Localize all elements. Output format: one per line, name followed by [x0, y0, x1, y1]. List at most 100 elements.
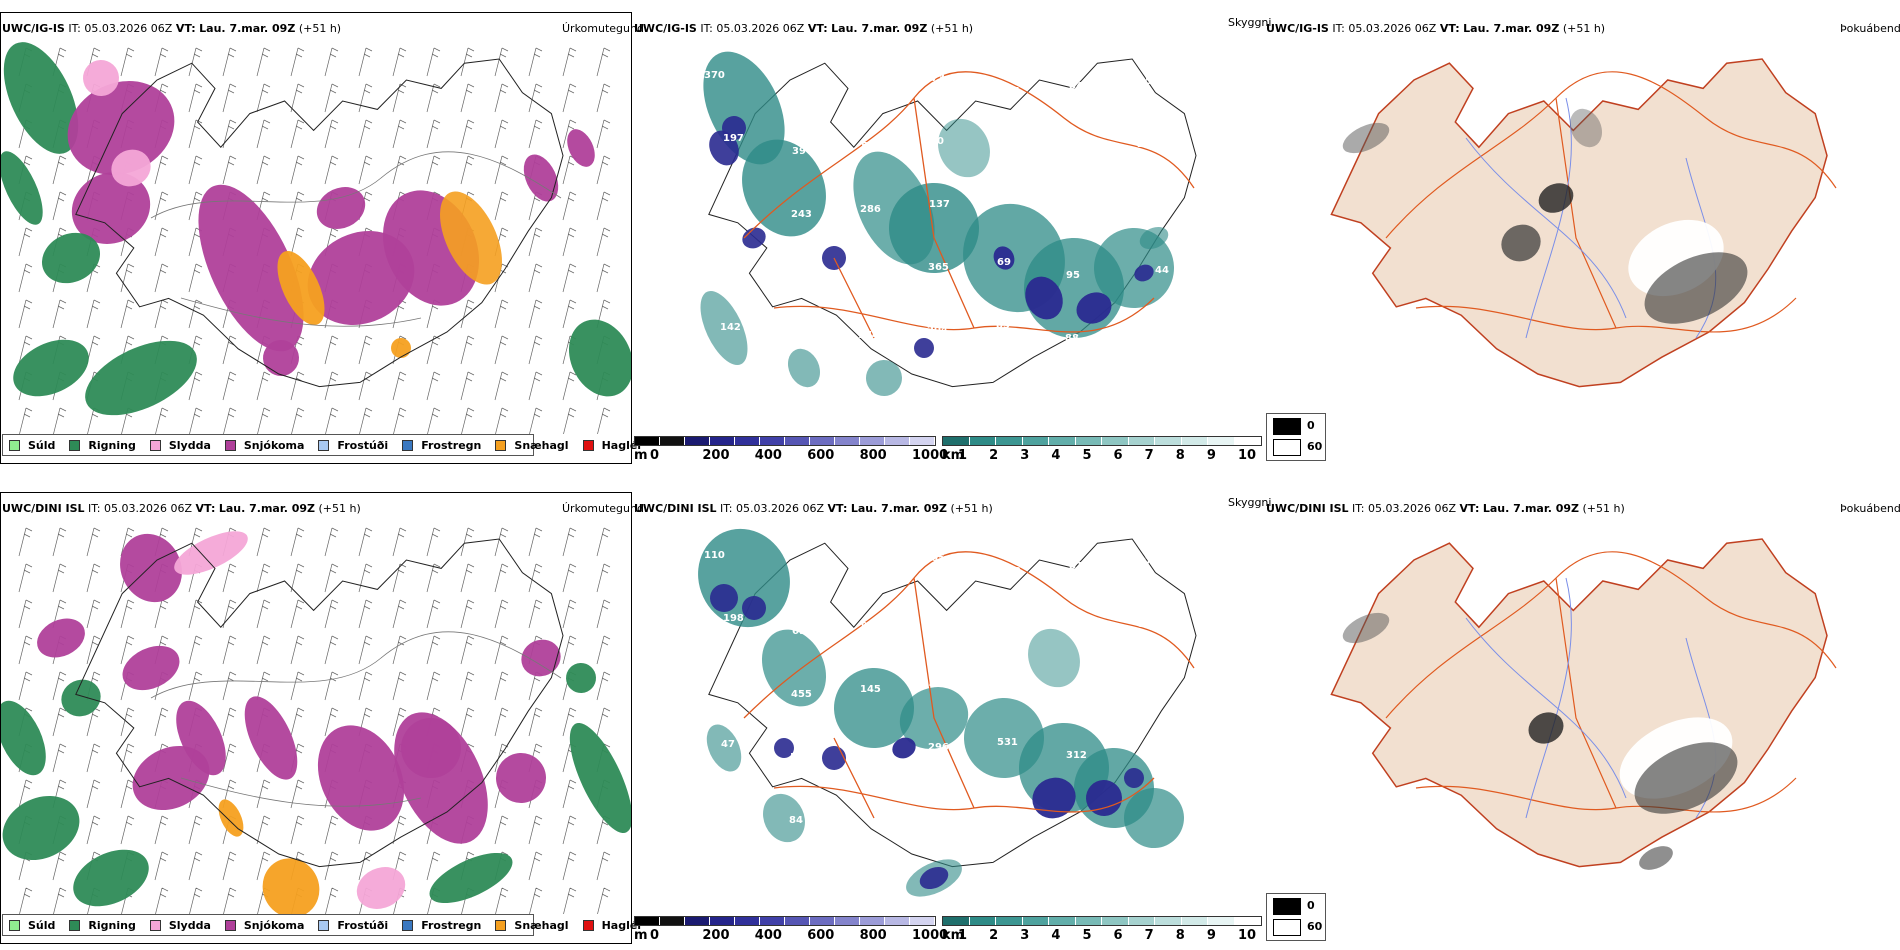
precip-area: [71, 172, 151, 244]
legend-item: Haglél: [582, 438, 642, 452]
cloud-base-label: 95: [1066, 270, 1080, 281]
cloud-field: [1032, 777, 1076, 819]
legend-swatch: [224, 919, 236, 931]
legend-swatch: [402, 919, 414, 931]
colorbar-tick: 5: [1082, 928, 1092, 943]
it-value: 05.03.2026 06Z: [736, 502, 825, 515]
precip-area: [41, 232, 101, 284]
legend-item: Súld: [9, 439, 55, 452]
legend-item: Snæhagl: [495, 919, 569, 932]
cloud-base-label: 90: [930, 136, 944, 147]
cloud-base-label: 242: [1136, 202, 1157, 213]
legend-label: Rigning: [88, 918, 136, 932]
cloud-base-label: 65: [931, 553, 945, 564]
it-label: IT:: [1332, 22, 1345, 35]
cloud-field: [742, 596, 766, 620]
it-label: IT:: [68, 22, 81, 35]
cloud-visibility-map-bottom: 110 216 129 65 113 81 177 198 69 90 99 118 222 68 166 4…: [698, 528, 1197, 897]
precip-area: [13, 339, 89, 397]
legend-swatch: [495, 439, 507, 451]
colorbar-tick: 2: [989, 928, 999, 943]
lead-time: (+51 h): [298, 22, 342, 35]
cloud-base-label: 69: [997, 257, 1011, 268]
legend-swatch: [318, 439, 330, 451]
colorbar-tick: 0: [650, 448, 660, 463]
vt-value: Lau. 7.mar. 09Z: [850, 502, 947, 515]
precip-area: [521, 639, 561, 677]
precip-area: [440, 191, 502, 285]
precip-area: [73, 849, 149, 907]
panel-title-precip-top: Úrkomutegund: [562, 22, 644, 35]
coastline: [75, 58, 564, 388]
precip-area: [111, 149, 151, 187]
colorbar-tick: 1000: [912, 448, 949, 463]
cloud-field: [1025, 276, 1063, 320]
vt-label: VT:: [827, 502, 848, 515]
legend-label: Rigning: [88, 438, 136, 452]
fog-field: [1639, 846, 1673, 870]
legend-swatch: [69, 919, 81, 931]
cloud-field: [1028, 628, 1080, 688]
legend-label: Frostregn: [421, 918, 482, 932]
colorbar-tick: 6: [1113, 928, 1123, 943]
header-precip-bottom: UWC/DINI ISL IT: 05.03.2026 06Z VT: Lau.…: [2, 502, 361, 515]
legend-label: Snjókoma: [243, 918, 305, 932]
legend-swatch: [402, 439, 414, 451]
panel-title-fog-bottom: Þokuábendi: [1840, 502, 1900, 515]
legend-item: Snjókoma: [224, 439, 304, 452]
colorbar-tick: 400: [754, 448, 782, 463]
legend-item: Rigning: [69, 918, 136, 932]
model-name: UWC/IG-IS: [1266, 22, 1329, 35]
lead-time: (+51 h): [930, 22, 974, 35]
cloud-base-label: 236: [1136, 682, 1157, 693]
legend-label: Haglél: [601, 918, 642, 932]
cloud-base-label: 531: [997, 737, 1018, 748]
legend-label: Haglél: [601, 438, 642, 452]
precip-area: [120, 533, 182, 603]
cloud-base-label: 145: [860, 684, 881, 695]
precip-area: [356, 867, 406, 909]
cloud-field: [914, 338, 934, 358]
precip-area: [523, 154, 559, 202]
cloud-field: [1124, 788, 1184, 848]
legend-swatch: [318, 919, 330, 931]
precip-area: [569, 722, 631, 834]
cloud-base-label: 75: [720, 802, 734, 813]
cloud-base-label: 46: [929, 679, 943, 690]
colorbar-tick: 9: [1206, 448, 1216, 463]
cloud-base-label: 44: [1155, 265, 1169, 276]
cloud-base-label: 455: [791, 689, 812, 700]
legend-swatch: [582, 439, 594, 451]
precip-type-map-top: [1, 42, 631, 434]
precip-area: [85, 340, 197, 416]
coastline: [1330, 58, 1828, 388]
cloud-field: [834, 668, 914, 748]
cloud-base-label: 159: [1138, 76, 1159, 87]
legend-swatch: [224, 439, 236, 451]
cloud-base-label: 181: [1067, 207, 1088, 218]
it-label: IT:: [700, 22, 713, 35]
colorbar-tick: 800: [859, 928, 887, 943]
cloud-base-label: 81: [1069, 561, 1083, 572]
cloud-base-label: 245: [1137, 139, 1158, 150]
fog-legend-value-high: 60: [1307, 440, 1323, 453]
colorbar-unit: km: [942, 448, 965, 463]
cloud-base-label: 66: [721, 259, 735, 270]
colorbar-tick: 200: [702, 448, 730, 463]
road-network: [743, 71, 1195, 339]
colorbar-unit: m: [634, 448, 648, 463]
cloud-base-label: 142: [720, 322, 741, 333]
vt-value: Lau. 7.mar. 09Z: [218, 502, 315, 515]
cloud-field: [709, 130, 739, 166]
cloud-base-label: 198: [723, 613, 744, 624]
precip-area: [198, 184, 304, 352]
fog-field: [1569, 108, 1603, 148]
cloud-base-label: 558: [790, 752, 811, 763]
lead-time: (+51 h): [1582, 502, 1625, 515]
coastline: [75, 538, 564, 868]
cloud-base-label: 99: [930, 616, 944, 627]
colorbar-tick: 9: [1206, 928, 1216, 943]
legend-item: Snæhagl: [495, 439, 569, 452]
legend-label: Slydda: [168, 438, 211, 452]
cloud-base-label: 129: [862, 558, 883, 569]
